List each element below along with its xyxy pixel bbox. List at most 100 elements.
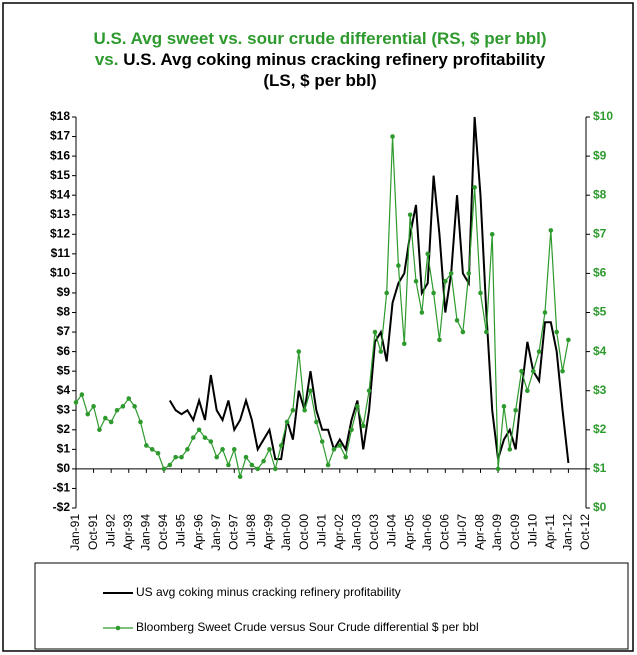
legend-marker: [115, 625, 121, 631]
series-marker: [401, 341, 407, 347]
series-marker: [325, 462, 331, 468]
series-marker: [149, 447, 155, 452]
series-marker: [284, 419, 290, 425]
series-marker: [396, 263, 401, 268]
y-tick-label: $18: [50, 109, 70, 123]
y2-tick-label: $2: [593, 422, 607, 436]
y2-tick-label: $6: [593, 266, 607, 280]
series-marker: [185, 447, 190, 452]
series-marker: [167, 462, 173, 468]
x-tick-label: Jan-94: [139, 514, 153, 551]
y2-tick-label: $9: [593, 148, 607, 162]
series-marker: [472, 185, 477, 190]
series-marker: [384, 290, 389, 296]
y-tick-label: $7: [57, 324, 71, 338]
series-marker: [202, 435, 208, 440]
series-marker: [360, 423, 366, 429]
y2-tick-label: $10: [593, 109, 613, 123]
series-marker: [372, 329, 378, 335]
y2-tick-label: $5: [593, 305, 607, 319]
series-marker: [237, 474, 243, 480]
y-tick-label: $14: [50, 187, 70, 201]
series-marker: [261, 458, 266, 464]
series-marker: [466, 271, 472, 276]
series-marker: [460, 329, 466, 335]
series-marker: [190, 435, 196, 440]
y-tick-label: $11: [51, 246, 71, 260]
x-tick-label: Apr-02: [332, 514, 346, 550]
series-marker: [495, 466, 501, 472]
x-tick-label: Apr-93: [121, 514, 135, 550]
series-marker: [196, 427, 202, 433]
series-marker: [484, 329, 489, 335]
legend-label: Bloomberg Sweet Crude versus Sour Crude …: [136, 620, 479, 634]
series-marker: [425, 251, 431, 257]
y-tick-label: $9: [57, 285, 71, 299]
y-tick-label: $16: [50, 148, 70, 162]
series-marker: [114, 407, 120, 413]
series-line: [168, 116, 570, 464]
x-tick-label: Jan-12: [561, 514, 575, 551]
series-marker: [120, 404, 126, 409]
series-marker: [255, 466, 261, 472]
x-tick-label: Oct-03: [367, 514, 381, 550]
y2-tick-label: $0: [593, 500, 607, 514]
x-tick-label: Apr-05: [402, 514, 416, 550]
title-part: U.S. Avg coking minus cracking refinery …: [123, 50, 546, 90]
y2-tick-label: $8: [593, 187, 607, 201]
x-tick-label: Jul-01: [314, 514, 328, 547]
x-tick-label: Oct-94: [156, 514, 170, 550]
series-marker: [536, 349, 542, 354]
series-marker: [419, 310, 425, 315]
x-tick-label: Jul-95: [174, 514, 188, 547]
series-marker: [542, 310, 548, 315]
series-marker: [355, 404, 360, 409]
x-tick-label: Jan-91: [68, 514, 82, 551]
series-marker: [173, 454, 178, 460]
y-tick-label: $2: [57, 422, 71, 436]
y-tick-label: $15: [50, 168, 70, 182]
legend-label: US avg coking minus cracking refinery pr…: [136, 585, 401, 599]
x-tick-label: Jul-10: [525, 514, 539, 547]
series-marker: [278, 443, 284, 448]
series-marker: [560, 368, 565, 374]
series-marker: [489, 232, 495, 237]
series-marker: [437, 337, 442, 343]
series-marker: [214, 454, 219, 460]
series-marker: [302, 407, 307, 413]
series-marker: [548, 228, 554, 233]
series-marker: [79, 392, 85, 397]
y-tick-label: $0: [57, 461, 71, 475]
series-marker: [290, 407, 296, 413]
x-tick-label: Oct-09: [508, 514, 522, 550]
series-marker: [208, 439, 214, 444]
x-tick-label: Jan-97: [209, 514, 223, 551]
series-marker: [126, 396, 132, 401]
series-marker: [314, 419, 319, 425]
series-marker: [507, 447, 513, 452]
series-marker: [390, 134, 395, 139]
series-marker: [249, 462, 255, 468]
series-marker: [501, 404, 507, 409]
series-marker: [296, 349, 302, 354]
x-tick-label: Jul-92: [103, 514, 117, 547]
y-tick-label: $12: [50, 226, 70, 240]
y-tick-label: -$2: [53, 500, 71, 514]
series-marker: [443, 278, 448, 284]
series-marker: [231, 447, 237, 452]
series-marker: [413, 278, 419, 284]
x-tick-label: Oct-06: [437, 514, 451, 550]
y2-tick-label: $3: [593, 383, 607, 397]
x-tick-label: Apr-08: [473, 514, 487, 550]
series-marker: [454, 318, 460, 323]
series-marker: [448, 271, 454, 276]
series-marker: [138, 419, 143, 425]
y-tick-label: $5: [57, 363, 71, 377]
title-part: U.S. Avg sweet vs. sour crude differenti…: [93, 29, 547, 69]
series-marker: [85, 411, 91, 417]
x-tick-label: Jul-04: [385, 514, 399, 547]
y-tick-label: $4: [57, 383, 71, 397]
